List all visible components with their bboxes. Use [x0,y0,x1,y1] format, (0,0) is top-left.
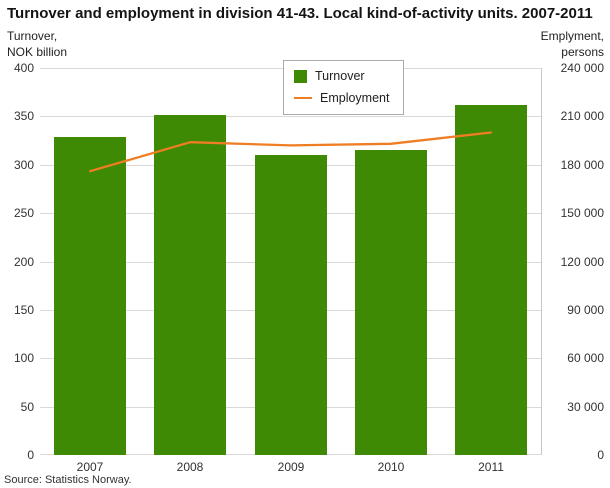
legend-label-turnover: Turnover [315,69,365,83]
y-tick-label-left: 50 [20,399,34,414]
bar-2007 [54,137,126,455]
line-swatch-icon [294,97,312,99]
plot-area [40,68,542,455]
y-tick-label-right: 240 000 [560,61,604,75]
y-tick-label-left: 0 [27,448,34,462]
y-tick-label-left: 400 [13,61,34,75]
bar-2010 [355,150,427,455]
legend-item-turnover: Turnover [294,69,389,83]
right-axis-title: Emplyment, persons [541,29,604,60]
y-tick-label-right: 150 000 [560,206,604,221]
legend: Turnover Employment [283,60,405,115]
y-tick-label-left: 300 [13,157,34,172]
gridline [40,116,541,117]
employment-line-layer [88,131,493,173]
legend-item-employment: Employment [294,91,389,105]
left-axis-title-line2: NOK billion [7,44,68,59]
x-tick-label-2007: 2007 [76,460,104,474]
y-tick-label-right: 210 000 [560,109,604,124]
y-tick-label-right: 0 [597,448,604,462]
bar-2011 [455,105,527,455]
x-tick-label-2011: 2011 [478,460,504,474]
y-tick-label-left: 250 [13,206,34,221]
y-tick-label-right: 90 000 [567,302,604,317]
x-tick-label-2009: 2009 [277,460,305,474]
x-tick-label-2010: 2010 [377,460,405,474]
y-tick-label-right: 180 000 [560,157,604,172]
source-note: Source: Statistics Norway. [4,474,132,486]
bar-swatch-icon [294,69,307,83]
chart-title: Turnover and employment in division 41-4… [7,5,593,22]
right-axis-title-line2: persons [561,44,604,59]
y-tick-label-left: 200 [13,254,34,269]
left-axis-title-line1: Turnover, [7,29,58,43]
x-tick-label-2008: 2008 [176,460,204,474]
bar-2009 [255,155,327,455]
left-axis-title: Turnover, NOK billion [7,29,67,60]
legend-label-employment: Employment [320,91,390,105]
y-tick-label-left: 100 [13,351,34,366]
employment-line [88,131,493,173]
right-axis-title-line1: Emplyment, [540,29,604,43]
y-tick-label-right: 30 000 [567,399,604,414]
y-tick-label-right: 120 000 [560,254,604,269]
y-tick-label-left: 150 [13,302,34,317]
y-tick-label-left: 350 [13,109,34,124]
y-tick-label-right: 60 000 [567,351,604,366]
bar-2008 [154,115,226,455]
